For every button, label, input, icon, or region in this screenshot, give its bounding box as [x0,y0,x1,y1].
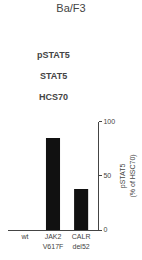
svg-text:pSTAT5(% of HSC70): pSTAT5(% of HSC70) [120,154,137,197]
svg-text:HCS70: HCS70 [39,92,68,102]
svg-text:0: 0 [103,226,107,233]
svg-text:STAT5: STAT5 [40,71,67,81]
svg-text:pSTAT5: pSTAT5 [37,50,70,60]
svg-text:wt: wt [20,233,28,240]
svg-text:100: 100 [103,118,115,125]
svg-text:50: 50 [103,172,111,179]
svg-text:CALRdel52: CALRdel52 [72,233,91,249]
svg-text:JAK2V617F: JAK2V617F [43,233,64,249]
svg-text:Ba/F3: Ba/F3 [56,2,85,14]
